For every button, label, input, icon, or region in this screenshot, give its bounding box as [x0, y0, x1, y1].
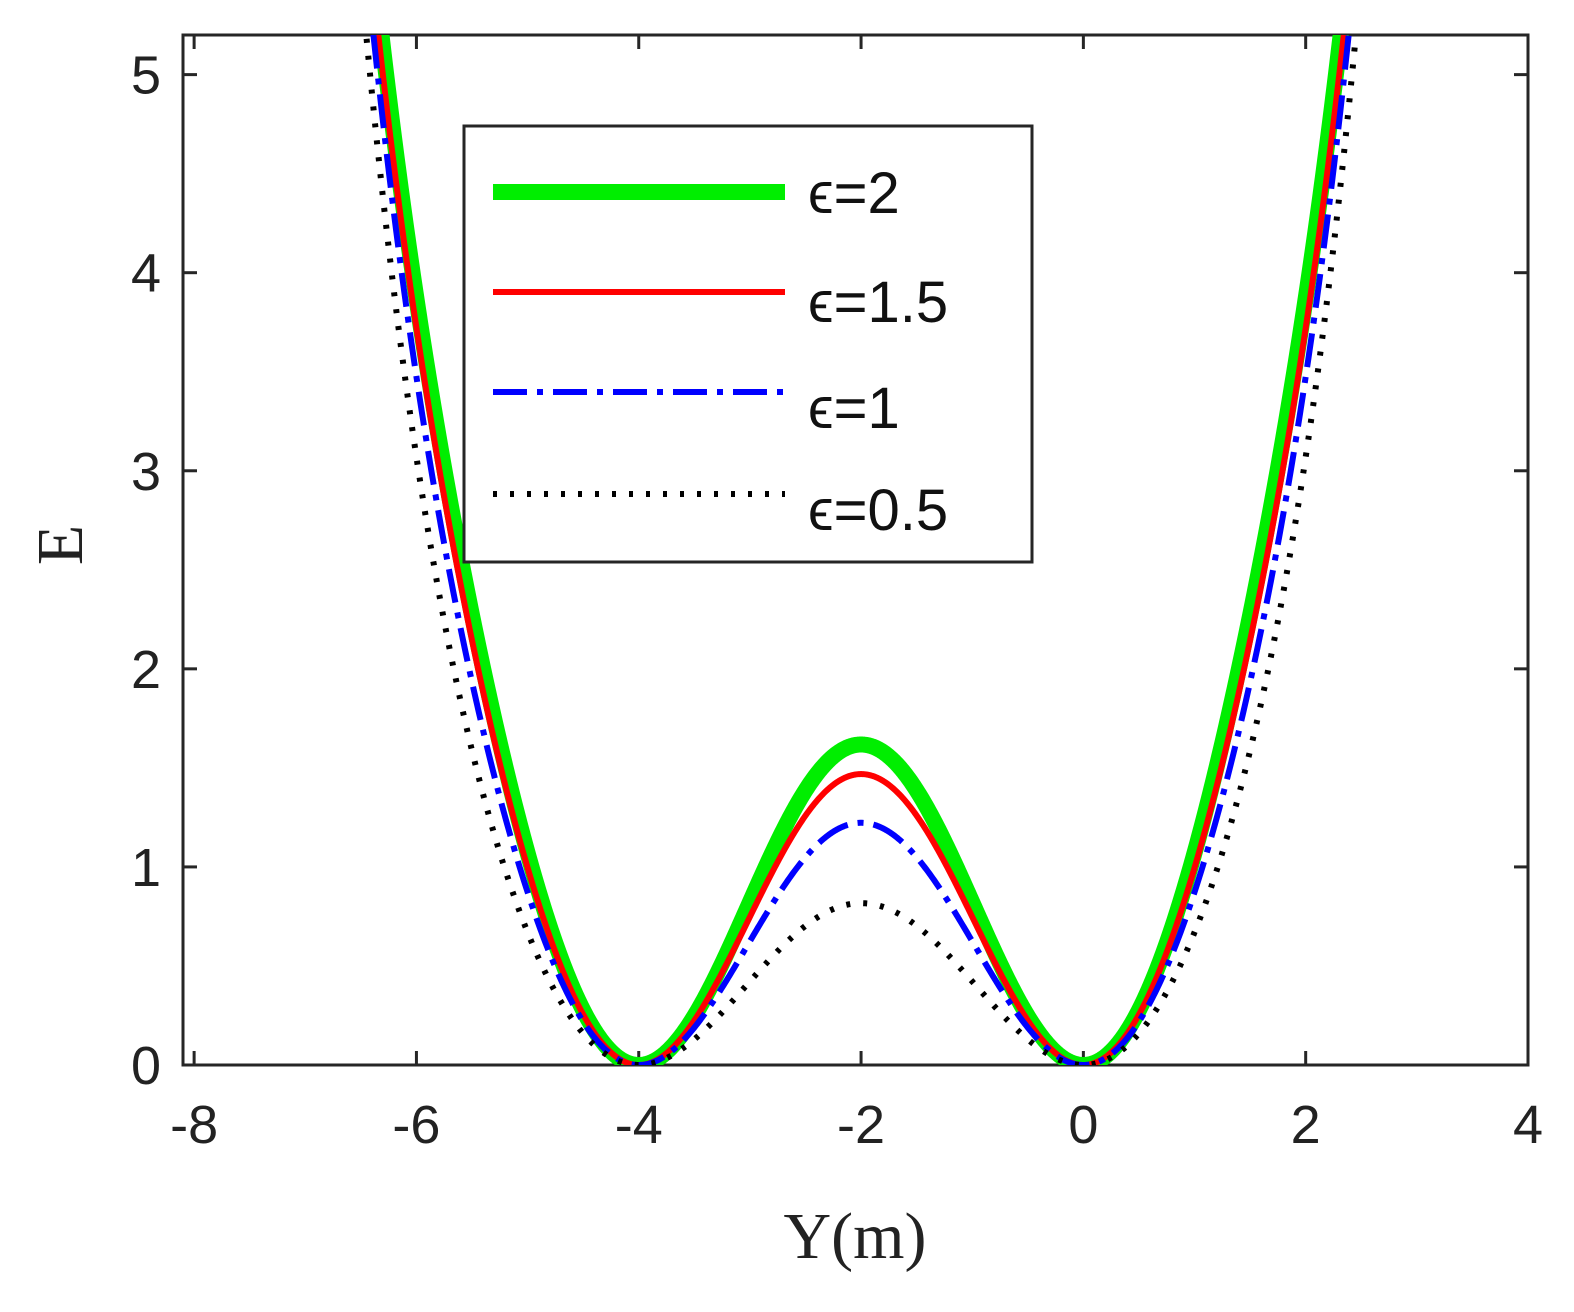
y-tick-label-1: 1 [131, 838, 161, 898]
y-tick-label-0: 0 [131, 1036, 161, 1096]
legend-label-eps0_5: ϵ=0.5 [808, 478, 948, 543]
x-tick-label-5: 2 [1291, 1095, 1321, 1155]
x-tick-label-3: -2 [837, 1095, 885, 1155]
x-axis-title: Y(m) [784, 1200, 927, 1273]
series-line-eps-1 [370, 35, 1352, 1065]
y-tick-label-4: 4 [131, 244, 161, 304]
y-tick-label-5: 5 [131, 46, 161, 106]
x-tick-label-4: 0 [1068, 1095, 1098, 1155]
y-axis-title: E [24, 525, 97, 565]
series-layer [363, 35, 1359, 1065]
legend-label-eps2: ϵ=2 [808, 161, 900, 226]
x-tick-label-2: -4 [615, 1095, 663, 1155]
legend-label-eps1: ϵ=1 [808, 376, 900, 441]
y-tick-label-3: 3 [131, 442, 161, 502]
legend: ϵ=2 ϵ=1.5 ϵ=1 ϵ=0.5 [462, 124, 1034, 564]
legend-label-eps1_5: ϵ=1.5 [808, 270, 948, 335]
y-tick-label-2: 2 [131, 640, 161, 700]
x-tick-label-6: 4 [1513, 1095, 1543, 1155]
series-line-eps-1_5 [375, 35, 1347, 1065]
x-axis: -8 -6 -4 -2 0 2 4 [170, 35, 1543, 1155]
x-tick-label-1: -6 [392, 1095, 440, 1155]
series-line-eps-2 [373, 35, 1349, 1065]
series-line-eps-0_5 [363, 35, 1359, 1065]
y-axis: 0 1 2 3 4 5 [131, 46, 1528, 1096]
x-tick-label-0: -8 [170, 1095, 218, 1155]
